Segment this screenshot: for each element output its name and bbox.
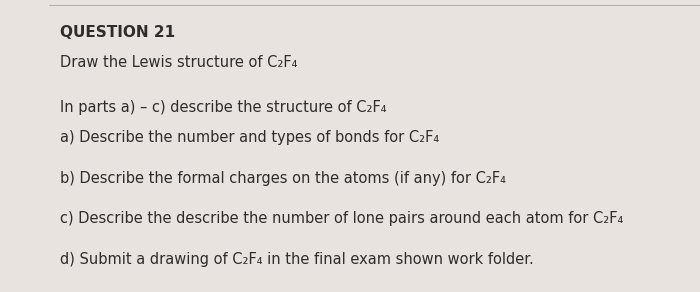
Text: In parts a) – c) describe the structure of C₂F₄: In parts a) – c) describe the structure … [60,100,386,115]
Text: d) Submit a drawing of C₂F₄ in the final exam shown work folder.: d) Submit a drawing of C₂F₄ in the final… [60,252,533,267]
Text: a) Describe the number and types of bonds for C₂F₄: a) Describe the number and types of bond… [60,130,439,145]
Text: c) Describe the describe the number of lone pairs around each atom for C₂F₄: c) Describe the describe the number of l… [60,211,623,226]
Text: b) Describe the formal charges on the atoms (if any) for C₂F₄: b) Describe the formal charges on the at… [60,171,505,185]
Text: QUESTION 21: QUESTION 21 [60,25,174,40]
Text: Draw the Lewis structure of C₂F₄: Draw the Lewis structure of C₂F₄ [60,55,297,70]
